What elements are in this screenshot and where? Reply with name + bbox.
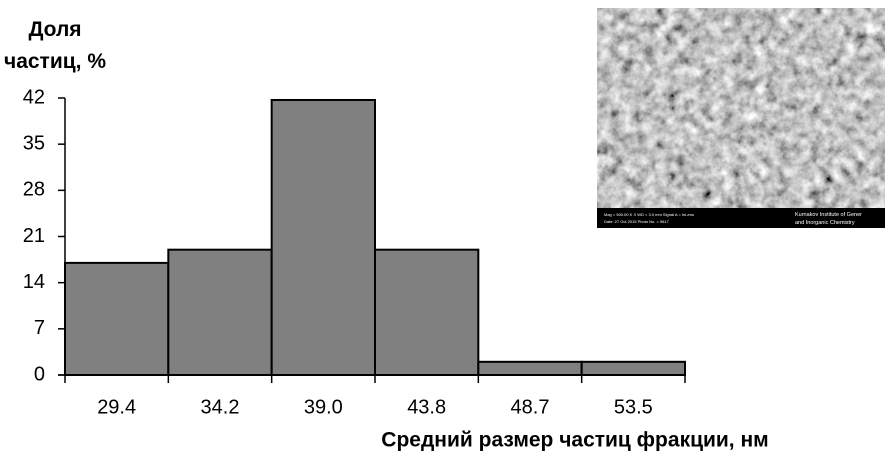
x-tick-label: 34.2 bbox=[201, 396, 240, 418]
x-tick-label: 48.7 bbox=[511, 396, 550, 418]
svg-text:Date: 27 Oct 2015 Photo No.: Date: 27 Oct 2015 Photo No. = 9617 bbox=[604, 219, 670, 224]
inset-caption: Kurnakov Institute of Gener bbox=[795, 212, 862, 218]
x-tick-label: 39.0 bbox=[304, 396, 343, 418]
inset-caption: and Inorganic Chemistry bbox=[795, 220, 855, 226]
y-axis-label: Доля частиц, % bbox=[4, 18, 106, 73]
bar bbox=[477, 360, 583, 376]
y-tick-label: 35 bbox=[23, 132, 45, 154]
y-tick-label: 14 bbox=[23, 271, 45, 293]
x-tick-label: 29.4 bbox=[97, 396, 136, 418]
bar bbox=[374, 248, 480, 376]
y-tick-label: 28 bbox=[23, 179, 45, 201]
y-tick-label: 0 bbox=[34, 363, 45, 385]
x-axis-label: Средний размер частиц фракции, нм bbox=[381, 429, 768, 452]
y-tick-label: 21 bbox=[23, 225, 45, 247]
bar bbox=[270, 98, 376, 376]
y-tick-label: 7 bbox=[34, 317, 45, 339]
sem-image: Mag = 500.00 K X WD = 3.0 mm Signal A = … bbox=[597, 8, 885, 228]
svg-text:Mag = 500.00 K X WD = 3.0 m: Mag = 500.00 K X WD = 3.0 mm Signal A = … bbox=[604, 212, 694, 217]
bar bbox=[64, 261, 170, 376]
bar bbox=[167, 248, 273, 376]
x-tick-label: 53.5 bbox=[614, 396, 653, 418]
bar bbox=[580, 360, 687, 376]
y-tick-label: 42 bbox=[23, 86, 45, 108]
x-tick-label: 43.8 bbox=[407, 396, 446, 418]
